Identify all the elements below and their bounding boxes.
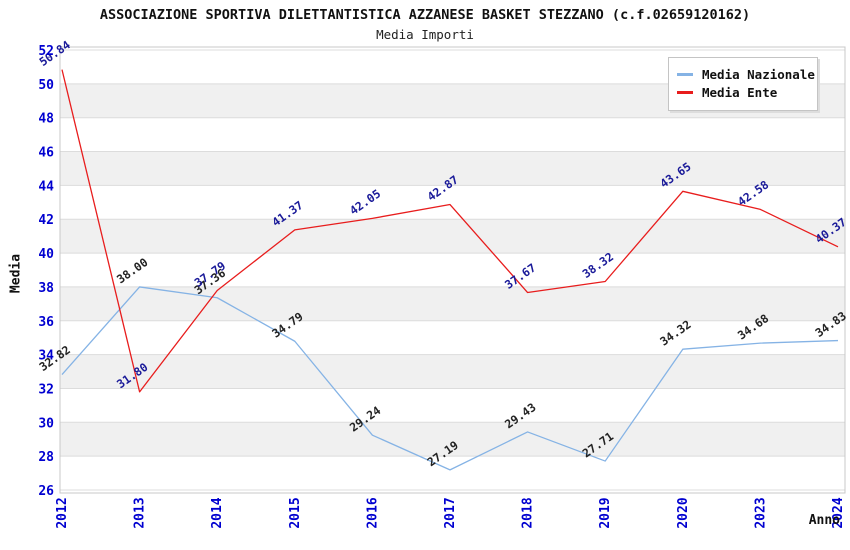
svg-text:28: 28 (38, 450, 54, 465)
svg-text:38: 38 (38, 281, 54, 296)
legend-item-media-nazionale: Media Nazionale (677, 67, 815, 82)
svg-text:36: 36 (38, 315, 54, 330)
svg-text:2023: 2023 (753, 497, 768, 528)
svg-text:2014: 2014 (210, 497, 225, 528)
legend-swatch-nazionale-icon (677, 73, 693, 76)
svg-text:2020: 2020 (676, 497, 691, 528)
svg-text:2018: 2018 (521, 497, 536, 528)
legend-item-media-ente: Media Ente (677, 85, 809, 100)
svg-text:40: 40 (38, 247, 54, 262)
svg-text:2024: 2024 (831, 497, 846, 528)
x-axis-title: Anno (808, 513, 840, 528)
svg-text:42.05: 42.05 (347, 186, 383, 217)
svg-text:30: 30 (38, 416, 54, 431)
svg-text:2015: 2015 (288, 497, 303, 528)
chart-subtitle: Media Importi (376, 27, 474, 42)
svg-text:34.32: 34.32 (657, 317, 693, 348)
svg-text:44: 44 (38, 179, 54, 194)
legend-label-ente: Media Ente (702, 85, 778, 100)
svg-text:2016: 2016 (365, 497, 380, 528)
svg-text:2017: 2017 (443, 497, 458, 528)
svg-text:50: 50 (38, 78, 54, 93)
y-axis-title: Media (8, 253, 24, 294)
svg-text:52: 52 (38, 44, 54, 59)
legend: Media Nazionale Media Ente (668, 57, 818, 111)
svg-text:34: 34 (38, 349, 54, 364)
svg-text:26: 26 (38, 484, 54, 499)
legend-label-nazionale: Media Nazionale (702, 67, 815, 82)
svg-text:38.00: 38.00 (114, 255, 150, 286)
svg-text:46: 46 (38, 146, 54, 161)
legend-swatch-ente-icon (677, 91, 693, 94)
svg-text:42: 42 (38, 213, 54, 228)
svg-text:38.32: 38.32 (580, 250, 616, 281)
svg-text:2012: 2012 (55, 497, 70, 528)
chart-title: ASSOCIAZIONE SPORTIVA DILETTANTISTICA AZ… (99, 7, 751, 23)
svg-text:2013: 2013 (133, 497, 148, 528)
svg-text:2019: 2019 (598, 497, 613, 528)
svg-text:48: 48 (38, 112, 54, 127)
svg-text:32: 32 (38, 382, 54, 397)
